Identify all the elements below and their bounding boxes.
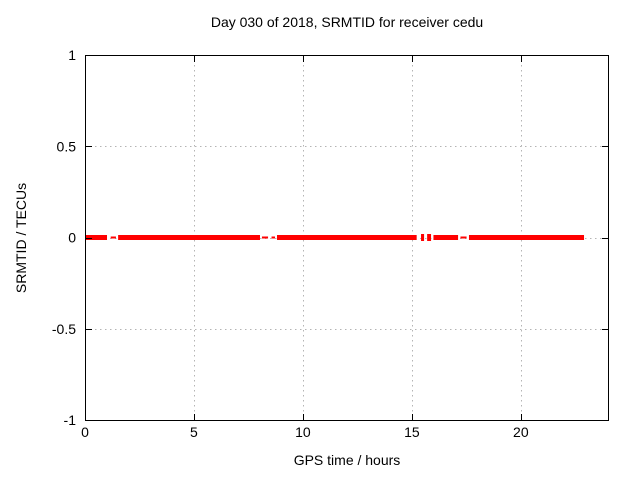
data-segment (276, 235, 417, 240)
data-segment (468, 235, 585, 240)
data-gap-dash (110, 236, 116, 239)
plot-border (85, 55, 609, 421)
y-tick-label: 0.5 (57, 138, 77, 154)
x-tick-label: 10 (295, 424, 311, 440)
data-gap-dash (460, 236, 467, 239)
data-segment (433, 235, 459, 240)
x-tick-label: 20 (513, 424, 529, 440)
y-tick-label: -1 (64, 412, 77, 428)
y-tick-label: 0 (68, 230, 76, 246)
y-tick-label: 1 (68, 47, 76, 63)
x-tick-label: 5 (190, 424, 198, 440)
data-gap-dash (261, 236, 269, 239)
x-axis-label: GPS time / hours (293, 452, 401, 468)
data-gap-dash (271, 236, 276, 239)
data-segment (118, 235, 260, 240)
errorbar-mark (427, 234, 432, 241)
chart-title: Day 030 of 2018, SRMTID for receiver ced… (210, 14, 484, 30)
y-tick-label: -0.5 (52, 321, 76, 337)
data-segment (85, 235, 108, 240)
x-tick-label: 0 (81, 424, 89, 440)
errorbar-mark (421, 234, 425, 241)
x-tick-label: 15 (404, 424, 420, 440)
